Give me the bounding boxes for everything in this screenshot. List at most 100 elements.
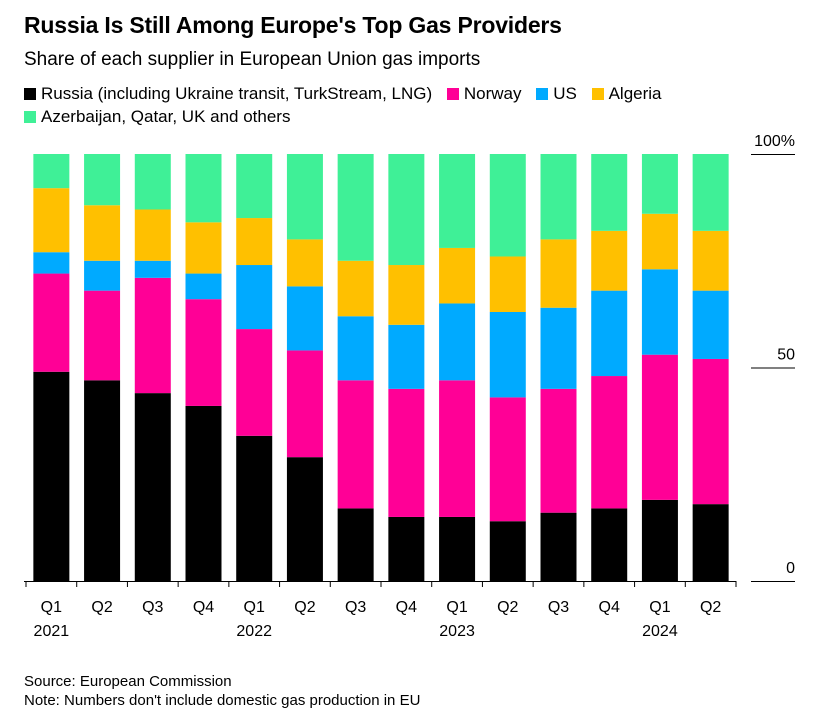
bar-algeria-2 xyxy=(134,209,171,261)
bar-norway-11 xyxy=(591,376,628,509)
bar-others-12 xyxy=(641,154,678,214)
chart-subtitle: Share of each supplier in European Union… xyxy=(24,49,481,70)
bar-norway-7 xyxy=(388,388,425,517)
legend-label-russia: Russia (including Ukraine transit, TurkS… xyxy=(41,84,433,103)
bar-us-6 xyxy=(337,316,374,381)
x-year-label: 2024 xyxy=(642,623,678,640)
bar-algeria-11 xyxy=(591,230,628,291)
x-year-label: 2021 xyxy=(34,623,70,640)
bar-algeria-1 xyxy=(84,205,121,261)
x-tick-label: Q1 xyxy=(244,599,265,616)
bar-us-1 xyxy=(84,260,121,291)
bar-algeria-10 xyxy=(540,239,577,308)
bar-us-9 xyxy=(489,311,526,398)
bar-others-4 xyxy=(236,154,273,219)
legend-swatch-us xyxy=(536,88,549,100)
bar-algeria-13 xyxy=(692,230,729,291)
bar-algeria-0 xyxy=(33,188,70,253)
x-tick-label: Q2 xyxy=(700,599,721,616)
legend-swatch-norway xyxy=(446,88,459,100)
bar-algeria-7 xyxy=(388,265,425,325)
bar-algeria-4 xyxy=(236,218,273,266)
x-tick-label: Q1 xyxy=(41,599,62,616)
bar-us-4 xyxy=(236,265,273,330)
bar-algeria-6 xyxy=(337,260,374,317)
x-tick-label: Q3 xyxy=(548,599,569,616)
x-tick-label: Q4 xyxy=(396,599,417,616)
bar-russia-1 xyxy=(84,380,121,581)
y-tick-label: 0 xyxy=(786,560,795,577)
legend-label-us: US xyxy=(553,84,577,103)
legend-swatch-others xyxy=(24,111,36,123)
bar-norway-8 xyxy=(439,380,476,517)
bar-others-7 xyxy=(388,154,425,266)
x-tick-label: Q2 xyxy=(91,599,112,616)
bar-others-0 xyxy=(33,154,70,189)
bar-others-10 xyxy=(540,154,577,240)
bar-us-0 xyxy=(33,252,70,274)
x-tick-label: Q3 xyxy=(345,599,366,616)
bar-others-13 xyxy=(692,154,729,231)
bar-us-13 xyxy=(692,290,729,359)
legend-swatch-russia xyxy=(24,88,36,100)
bar-others-11 xyxy=(591,154,628,231)
bar-us-12 xyxy=(641,269,678,355)
bar-norway-2 xyxy=(134,277,171,394)
bar-russia-6 xyxy=(337,508,374,581)
chart-title: Russia Is Still Among Europe's Top Gas P… xyxy=(24,12,562,38)
x-tick-label: Q4 xyxy=(599,599,620,616)
bar-norway-5 xyxy=(286,350,323,458)
bar-russia-7 xyxy=(388,516,425,581)
x-tick-label: Q2 xyxy=(294,599,315,616)
bar-russia-3 xyxy=(185,405,222,581)
x-tick-label: Q4 xyxy=(193,599,214,616)
bar-others-1 xyxy=(84,154,121,206)
bar-us-10 xyxy=(540,307,577,389)
bar-russia-12 xyxy=(641,499,678,581)
bar-norway-13 xyxy=(692,358,729,505)
bar-russia-5 xyxy=(286,457,323,581)
legend-item-algeria: Algeria xyxy=(591,82,662,105)
legend-label-others: Azerbaijan, Qatar, UK and others xyxy=(41,107,291,126)
bar-russia-9 xyxy=(489,521,526,581)
bar-norway-9 xyxy=(489,397,526,522)
legend-label-norway: Norway xyxy=(463,84,522,103)
bar-others-8 xyxy=(439,154,476,248)
bar-algeria-9 xyxy=(489,256,526,312)
bar-us-2 xyxy=(134,260,171,278)
x-tick-label: Q1 xyxy=(649,599,670,616)
bar-norway-3 xyxy=(185,299,222,406)
bar-others-2 xyxy=(134,154,171,210)
bar-norway-1 xyxy=(84,290,121,381)
legend-label-algeria: Algeria xyxy=(608,84,662,103)
x-year-label: 2023 xyxy=(439,623,475,640)
legend-item-norway: Norway xyxy=(446,82,522,105)
bar-russia-13 xyxy=(692,504,729,581)
y-tick-label: 50 xyxy=(777,347,795,364)
legend-swatch-algeria xyxy=(591,88,604,100)
bar-us-3 xyxy=(185,273,222,300)
source-note: Source: European Commission xyxy=(24,673,232,690)
x-year-label: 2022 xyxy=(236,623,272,640)
bar-us-7 xyxy=(388,324,425,389)
footer: Source: European Commission Note: Number… xyxy=(24,672,420,710)
legend: Russia (including Ukraine transit, TurkS… xyxy=(24,82,784,128)
bar-others-5 xyxy=(286,154,323,240)
x-tick-label: Q2 xyxy=(497,599,518,616)
bar-others-6 xyxy=(337,154,374,261)
bar-russia-11 xyxy=(591,508,628,581)
footnote: Note: Numbers don't include domestic gas… xyxy=(24,692,421,709)
x-tick-label: Q1 xyxy=(446,599,467,616)
bar-russia-8 xyxy=(439,516,476,581)
bar-algeria-3 xyxy=(185,222,222,274)
bar-norway-6 xyxy=(337,380,374,509)
bar-others-3 xyxy=(185,154,222,223)
bar-algeria-8 xyxy=(439,247,476,304)
x-tick-label: Q3 xyxy=(142,599,163,616)
bar-russia-10 xyxy=(540,512,577,581)
bar-norway-10 xyxy=(540,388,577,513)
bar-russia-4 xyxy=(236,435,273,581)
bar-others-9 xyxy=(489,154,526,257)
y-tick-label: 100% xyxy=(754,133,795,150)
bar-norway-0 xyxy=(33,273,70,372)
